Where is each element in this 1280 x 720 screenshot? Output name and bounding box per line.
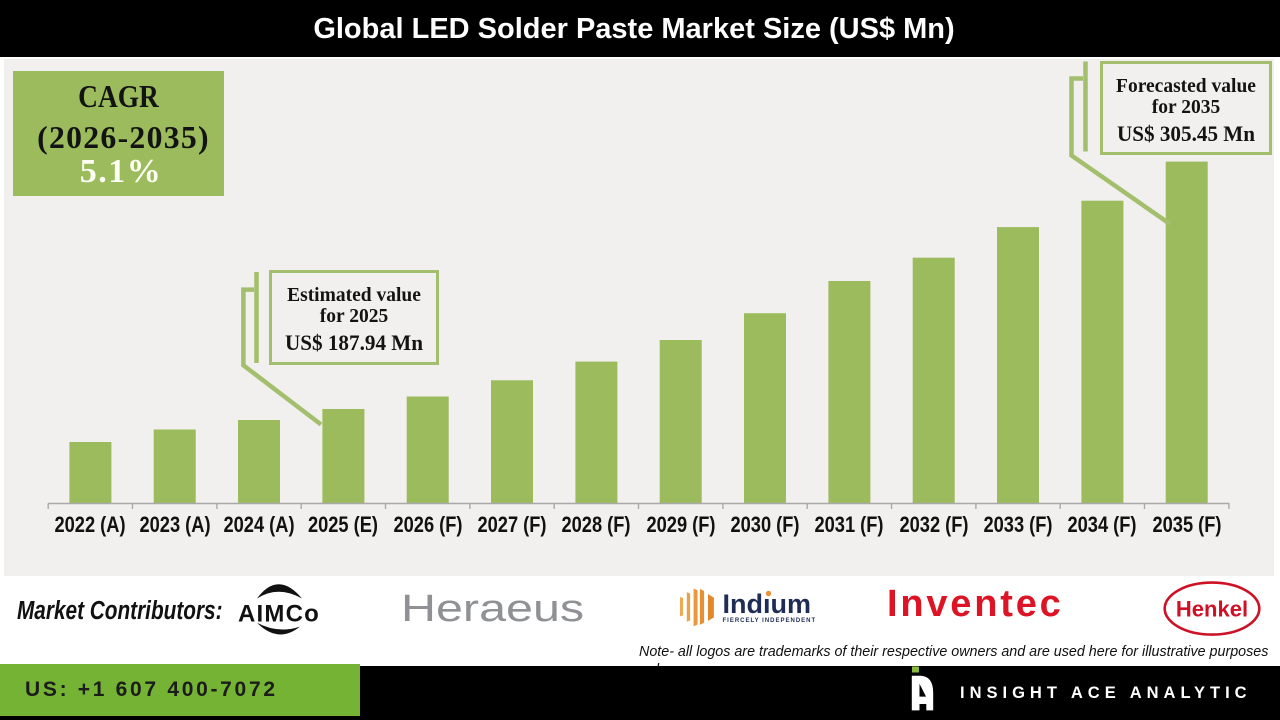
svg-text:Henkel: Henkel [1176,597,1248,622]
svg-text:AIMCo: AIMCo [238,600,320,627]
svg-text:FIERCELY INDEPENDENT: FIERCELY INDEPENDENT [723,618,817,624]
